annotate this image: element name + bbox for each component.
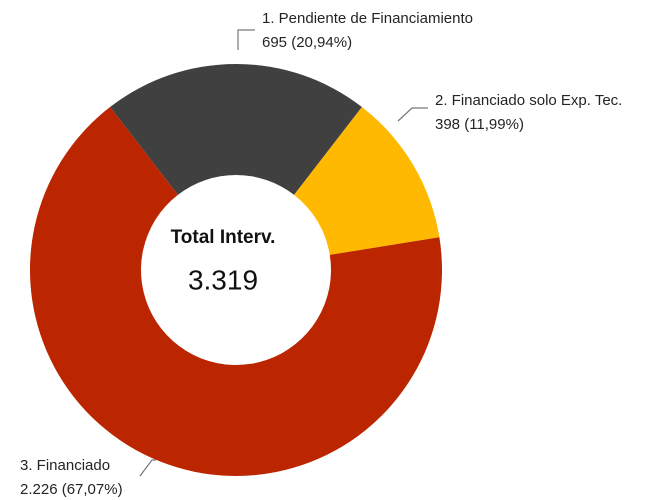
slice-value-label: 695 (20,94%) [262, 34, 352, 51]
slice-value-label: 398 (11,99%) [435, 116, 524, 133]
donut-slice [30, 106, 443, 476]
slice-label: 2. Financiado solo Exp. Tec. [435, 92, 622, 109]
slice-label: 3. Financiado [20, 457, 110, 474]
slice-value-label: 2.226 (67,07%) [20, 481, 123, 498]
leader-line [397, 107, 428, 122]
slice-label: 1. Pendiente de Financiamiento [262, 10, 473, 27]
center-title: Total Interv. [171, 227, 276, 248]
leader-line [139, 459, 156, 477]
center-total: 3.319 [188, 264, 258, 295]
leader-line [237, 29, 255, 50]
donut-slice [294, 106, 440, 255]
donut-slice [110, 63, 362, 195]
